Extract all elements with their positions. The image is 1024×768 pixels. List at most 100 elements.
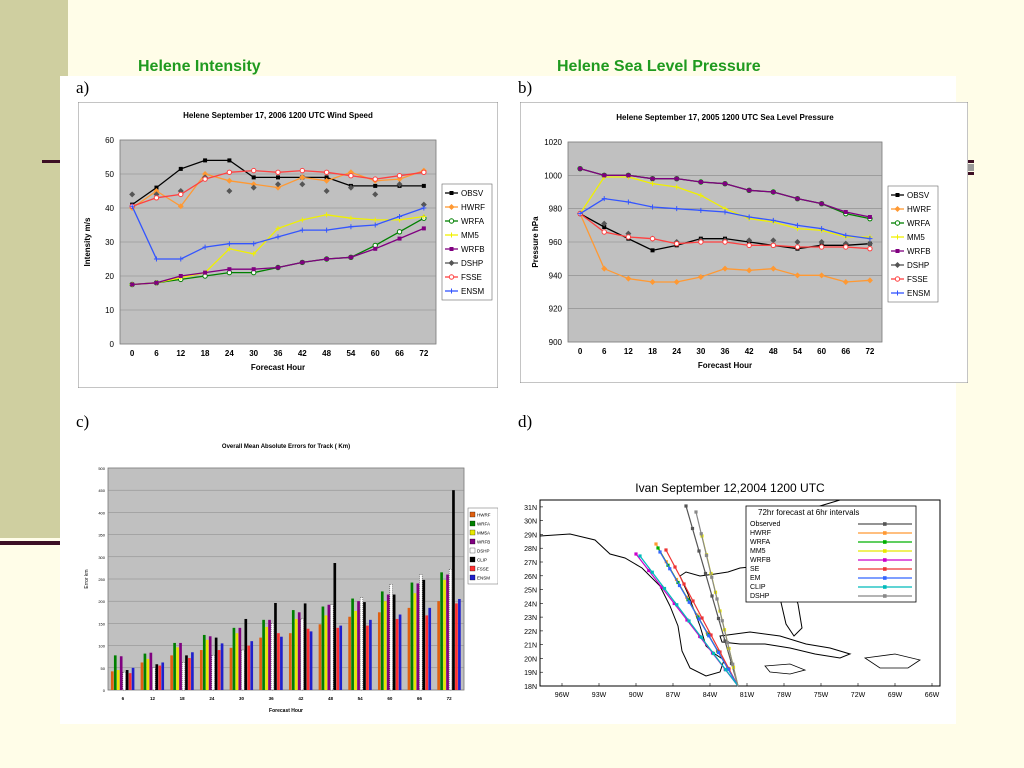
- x-tick-label: 54: [358, 696, 364, 701]
- series-mm5-point: [348, 215, 354, 221]
- series-dshp-point: [770, 237, 777, 244]
- series-hwrf-point: [673, 279, 680, 285]
- series-wrfb-point: [747, 188, 752, 193]
- y-tick-label: 450: [98, 488, 105, 493]
- series-wrfb-point: [421, 226, 426, 231]
- x-tick-label: 48: [328, 696, 334, 701]
- track-point-clip: [638, 554, 642, 558]
- series-wrfb-point: [867, 215, 872, 219]
- x-tick-label: 60: [371, 349, 380, 358]
- x-tick-label: 42: [745, 347, 754, 356]
- legend-label: WRFA: [477, 522, 490, 527]
- x-tick-label: 0: [130, 349, 135, 358]
- legend-swatch: [469, 574, 476, 581]
- legend-wrfb-point: [449, 247, 454, 251]
- x-tick-label: 6: [122, 696, 125, 701]
- y-tick-label: 100: [98, 644, 105, 649]
- legend-label: WRFA: [461, 217, 485, 226]
- series-fsse-point: [323, 169, 330, 176]
- track-point-em: [677, 583, 682, 588]
- track-point-wrfb: [647, 568, 651, 573]
- series-hwrf-point: [202, 171, 209, 177]
- series-ensm-point: [397, 214, 403, 219]
- series-mm5-point: [299, 217, 305, 223]
- lat-label: 23N: [524, 615, 537, 622]
- chart-title: Helene September 17, 2006 1200 UTC Wind …: [183, 111, 373, 120]
- track-point-se: [673, 565, 677, 569]
- bar-fsse: [277, 633, 280, 690]
- series-wrfb-point: [348, 255, 353, 260]
- track-point-dshp: [710, 575, 714, 579]
- series-ensm-point: [770, 217, 776, 223]
- series-ensm-point: [867, 236, 873, 242]
- bar-fsse: [217, 650, 221, 690]
- bar-wrfa: [351, 598, 354, 690]
- series-fsse-point: [153, 195, 160, 201]
- legend-label: HWRF: [477, 513, 491, 518]
- bar-fsse: [425, 615, 429, 690]
- bar-ensm: [309, 631, 313, 690]
- bar-dshp: [152, 667, 156, 691]
- lon-label: 87W: [666, 692, 681, 699]
- series-ensm-point: [324, 227, 330, 233]
- series-fsse-point: [226, 169, 233, 176]
- track-point-clip: [711, 651, 716, 656]
- track-point-clip: [699, 635, 703, 639]
- x-tick-label: 24: [672, 347, 681, 356]
- map-legend-marker: [883, 594, 887, 598]
- bar-clip: [244, 618, 248, 690]
- lon-label: 96W: [555, 692, 570, 699]
- lat-label: 31N: [524, 505, 537, 512]
- series-hwrf-point: [275, 184, 281, 191]
- map-legend-box: [745, 505, 917, 603]
- series-hwrf-point: [697, 274, 704, 280]
- series-obsv-point: [324, 175, 329, 180]
- lat-label: 29N: [524, 532, 537, 539]
- legend-dshp-point: [448, 260, 455, 266]
- track-point-observed: [697, 549, 701, 553]
- series-ensm-point: [251, 241, 257, 247]
- legend-swatch: [469, 511, 476, 518]
- x-tick-label: 54: [346, 349, 355, 358]
- track-point-em: [707, 634, 711, 638]
- series-wrfb-point: [602, 173, 607, 178]
- x-tick-label: 12: [176, 349, 185, 358]
- track-point-wrfb: [672, 601, 676, 606]
- legend-label: CLIP: [477, 558, 487, 563]
- series-dshp-point: [746, 237, 753, 244]
- bar-wrfa: [232, 627, 236, 690]
- y-tick-label: 400: [98, 510, 105, 515]
- series-mm5-point: [421, 214, 427, 219]
- track-point-dshp: [699, 532, 703, 536]
- legend-box: [441, 183, 493, 301]
- legend-label: WRFB: [461, 245, 485, 254]
- series-wrfb-point: [178, 274, 183, 278]
- series-fsse-point: [202, 176, 208, 182]
- series-dshp-point: [420, 201, 427, 208]
- bar-wrfb: [208, 636, 212, 690]
- series-ensm-point: [577, 211, 583, 217]
- lon-label: 81W: [740, 692, 755, 699]
- series-ensm-point: [129, 203, 135, 209]
- left-decor-band: [0, 0, 68, 538]
- bar-mm5a: [116, 670, 120, 690]
- series-wrfb-point: [130, 282, 135, 287]
- hispaniola-outline: [863, 653, 921, 669]
- series-hwrf-point: [153, 188, 160, 194]
- bar-hwrf: [377, 612, 381, 690]
- series-obsv-point: [276, 175, 280, 180]
- series-ensm-point: [372, 222, 378, 228]
- series-mm5-point: [226, 246, 232, 252]
- bar-hwrf: [259, 637, 262, 690]
- legend-label: OBSV: [461, 189, 484, 198]
- y-tick-label: 350: [98, 533, 105, 538]
- bar-dshp: [270, 623, 275, 691]
- series-ensm-point: [202, 244, 208, 250]
- track-point-dshp: [731, 662, 735, 666]
- legend-ensm-point: [449, 288, 454, 294]
- series-ensm-point: [650, 204, 656, 210]
- bar-ensm: [458, 598, 461, 690]
- series-ensm-point: [698, 207, 704, 213]
- y-tick-label: 900: [549, 338, 563, 347]
- legend-fsse-point: [894, 276, 901, 282]
